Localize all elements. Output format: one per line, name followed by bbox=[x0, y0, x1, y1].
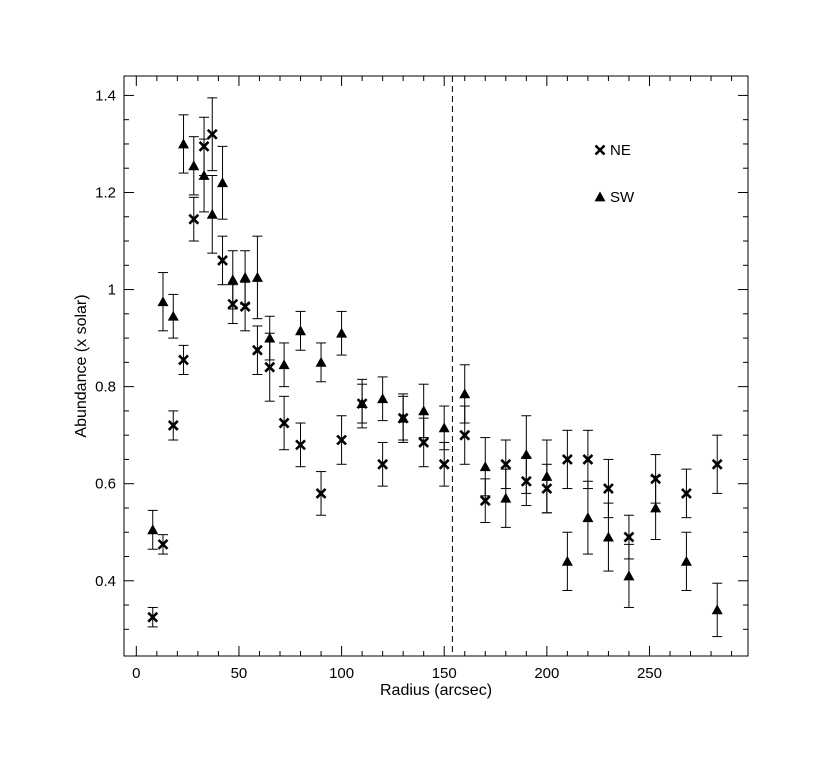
sw-point bbox=[397, 412, 409, 423]
sw-point bbox=[251, 271, 263, 282]
ne-point bbox=[541, 483, 553, 494]
sw-point bbox=[479, 461, 491, 472]
ne-point bbox=[227, 298, 239, 310]
ne-point bbox=[520, 475, 532, 487]
sw-point bbox=[188, 160, 200, 171]
sw-point bbox=[561, 555, 573, 566]
x-tick-label: 50 bbox=[231, 665, 248, 682]
x-tick-label: 200 bbox=[534, 665, 559, 682]
sw-point bbox=[680, 555, 692, 566]
sw-point bbox=[315, 356, 327, 367]
ne-point bbox=[315, 487, 327, 499]
sw-point bbox=[295, 325, 307, 336]
y-tick-label: 1.4 bbox=[95, 87, 116, 104]
y-axis: 0.4 0.6 0.8 1 1.2 1.4 bbox=[95, 87, 748, 630]
ne-point bbox=[295, 439, 306, 451]
x-tick-label: 150 bbox=[432, 665, 457, 682]
y-tick-label: 0.6 bbox=[95, 476, 116, 493]
plot-frame bbox=[123, 75, 749, 657]
sw-point bbox=[227, 274, 239, 285]
y-tick-label: 1.2 bbox=[95, 184, 116, 201]
ne-point bbox=[418, 437, 430, 448]
sw-point bbox=[541, 470, 553, 481]
y-tick-label: 1 bbox=[108, 282, 116, 299]
sw-point bbox=[377, 393, 389, 404]
y-tick-label: 0.8 bbox=[95, 379, 116, 396]
sw-point bbox=[178, 138, 190, 149]
legend-ne-label: NE bbox=[610, 142, 631, 159]
sw-point bbox=[147, 524, 159, 535]
ne-point bbox=[561, 454, 573, 465]
sw-point bbox=[623, 570, 635, 581]
ne-point bbox=[157, 538, 169, 550]
sw-point bbox=[418, 405, 430, 416]
ne-point bbox=[681, 487, 692, 499]
sw-point bbox=[650, 502, 662, 513]
sw-point bbox=[602, 531, 614, 542]
data-markers bbox=[147, 128, 723, 623]
sw-point bbox=[459, 388, 471, 399]
ne-point bbox=[711, 458, 723, 470]
ne-point bbox=[500, 458, 512, 470]
ne-point bbox=[147, 611, 159, 623]
sw-point bbox=[582, 512, 594, 523]
ne-point bbox=[278, 417, 290, 429]
ne-point bbox=[239, 301, 251, 312]
ne-point bbox=[198, 140, 210, 152]
ne-point bbox=[206, 128, 218, 140]
sw-point bbox=[356, 398, 368, 409]
sw-point bbox=[711, 604, 723, 615]
ne-point bbox=[459, 429, 471, 441]
sw-point bbox=[239, 271, 251, 282]
legend-sw-marker-icon bbox=[594, 191, 606, 202]
y-tick-label: 0.4 bbox=[95, 573, 116, 590]
error-bars bbox=[147, 97, 723, 638]
ne-point bbox=[264, 361, 276, 373]
legend-sw-label: SW bbox=[610, 189, 635, 206]
ne-point bbox=[167, 420, 179, 431]
sw-point bbox=[157, 296, 169, 307]
y-axis-label: Abundance (x solar) bbox=[73, 294, 90, 437]
sw-point bbox=[500, 492, 512, 503]
ne-point bbox=[623, 531, 635, 543]
legend: NE SW bbox=[594, 142, 635, 206]
sw-point bbox=[336, 327, 348, 338]
ne-point bbox=[188, 213, 200, 225]
sw-point bbox=[438, 422, 450, 433]
sw-point bbox=[278, 359, 290, 370]
ne-point bbox=[650, 473, 662, 485]
x-tick-label: 100 bbox=[329, 665, 354, 682]
ne-point bbox=[217, 255, 228, 266]
x-axis-label: Radius (arcsec) bbox=[380, 682, 492, 699]
sw-point bbox=[264, 332, 276, 343]
legend-ne-marker-icon bbox=[594, 144, 606, 156]
ne-point bbox=[252, 344, 263, 356]
ne-point bbox=[377, 458, 389, 470]
ne-point bbox=[178, 354, 189, 366]
ne-point bbox=[582, 454, 594, 465]
sw-point bbox=[167, 310, 179, 321]
sw-point bbox=[206, 208, 218, 219]
ne-point bbox=[438, 458, 450, 470]
ne-point bbox=[603, 483, 614, 494]
ne-point bbox=[336, 434, 347, 446]
sw-point bbox=[520, 449, 532, 459]
sw-point bbox=[198, 169, 210, 180]
x-tick-label: 250 bbox=[637, 665, 662, 682]
ne-point bbox=[479, 495, 491, 507]
x-axis: 0 50 100 150 200 250 bbox=[132, 76, 733, 682]
x-tick-label: 0 bbox=[132, 665, 140, 682]
sw-point bbox=[217, 177, 229, 188]
